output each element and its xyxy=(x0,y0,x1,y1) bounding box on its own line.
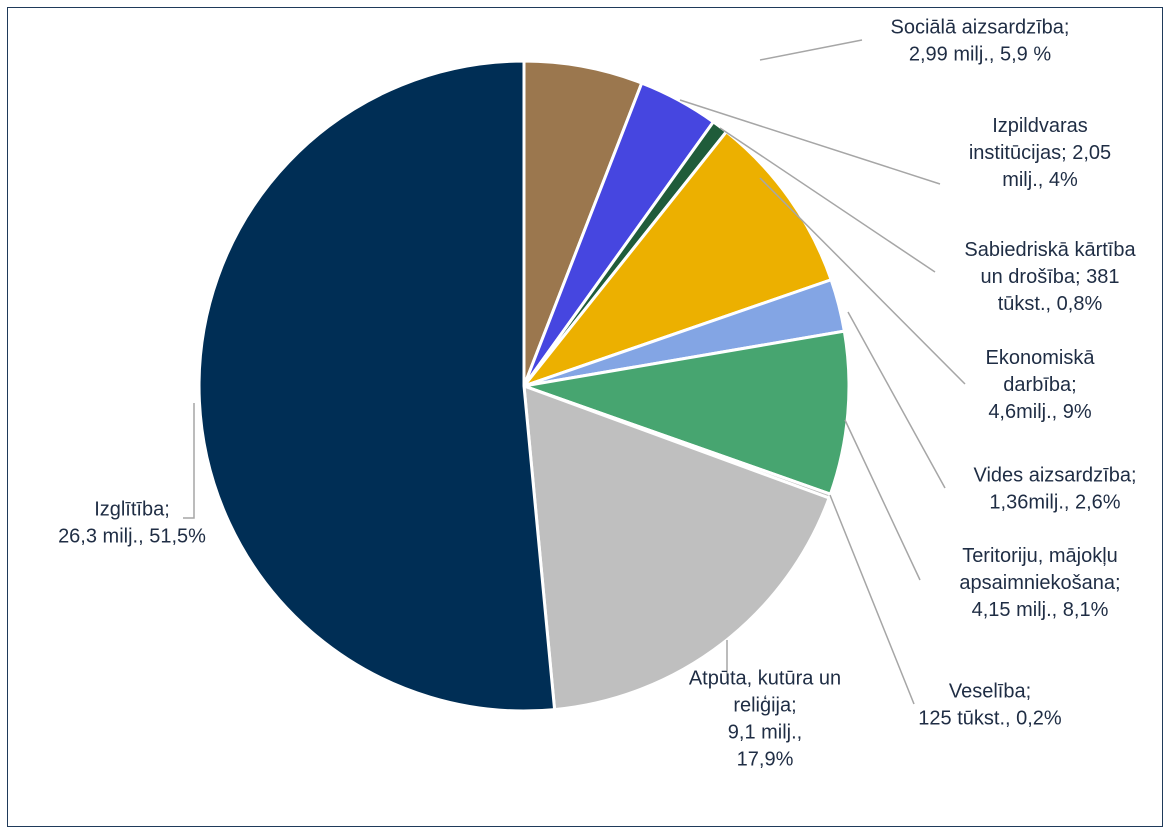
slice-label-2: Izpildvaras institūcijas; 2,05 milj., 4% xyxy=(969,115,1111,191)
pie-slice-6 xyxy=(522,329,851,496)
leader-line-4 xyxy=(759,177,966,385)
leader-line-5 xyxy=(847,311,946,489)
slice-label-9: Izglītība; 26,3 milj., 51,5% xyxy=(58,499,206,548)
slice-label-4: Ekonomiskā darbība; 4,6milj., 9% xyxy=(986,347,1096,423)
labels-group: Sociālā aizsardzība; 2,99 milj., 5,9 % Izp… xyxy=(58,17,1136,771)
slice-label-1: Sociālā aizsardzība; 2,99 milj., 5,9 % xyxy=(891,17,1070,66)
slice-label-7: Veselība; 125 tūkst., 0,2% xyxy=(918,681,1062,730)
pie-slice-1 xyxy=(522,59,644,388)
leader-line-9 xyxy=(183,403,195,519)
slice-label-6: Teritoriju, mājokļu apsaimniekošana; 4,15 … xyxy=(959,545,1120,621)
leader-line-3 xyxy=(719,127,936,273)
slice-label-8: Atpūta, kutūra un reliģija; 9,1 milj., 17,9… xyxy=(689,668,841,771)
pie-slice-8 xyxy=(522,384,831,712)
pie-slice-9 xyxy=(197,59,557,713)
leader-line-1 xyxy=(759,39,863,61)
leader-line-2 xyxy=(679,99,941,185)
leader-line-7 xyxy=(829,494,915,705)
slice-label-5: Vides aizsardzība; 1,36milj., 2,6% xyxy=(973,465,1136,514)
slice-label-3: Sabiedriskā kārtība un drošība; 381 tūkst.… xyxy=(964,239,1136,315)
leader-line-6 xyxy=(844,419,921,581)
leader-lines-group xyxy=(183,39,966,705)
slices-group xyxy=(197,59,851,713)
